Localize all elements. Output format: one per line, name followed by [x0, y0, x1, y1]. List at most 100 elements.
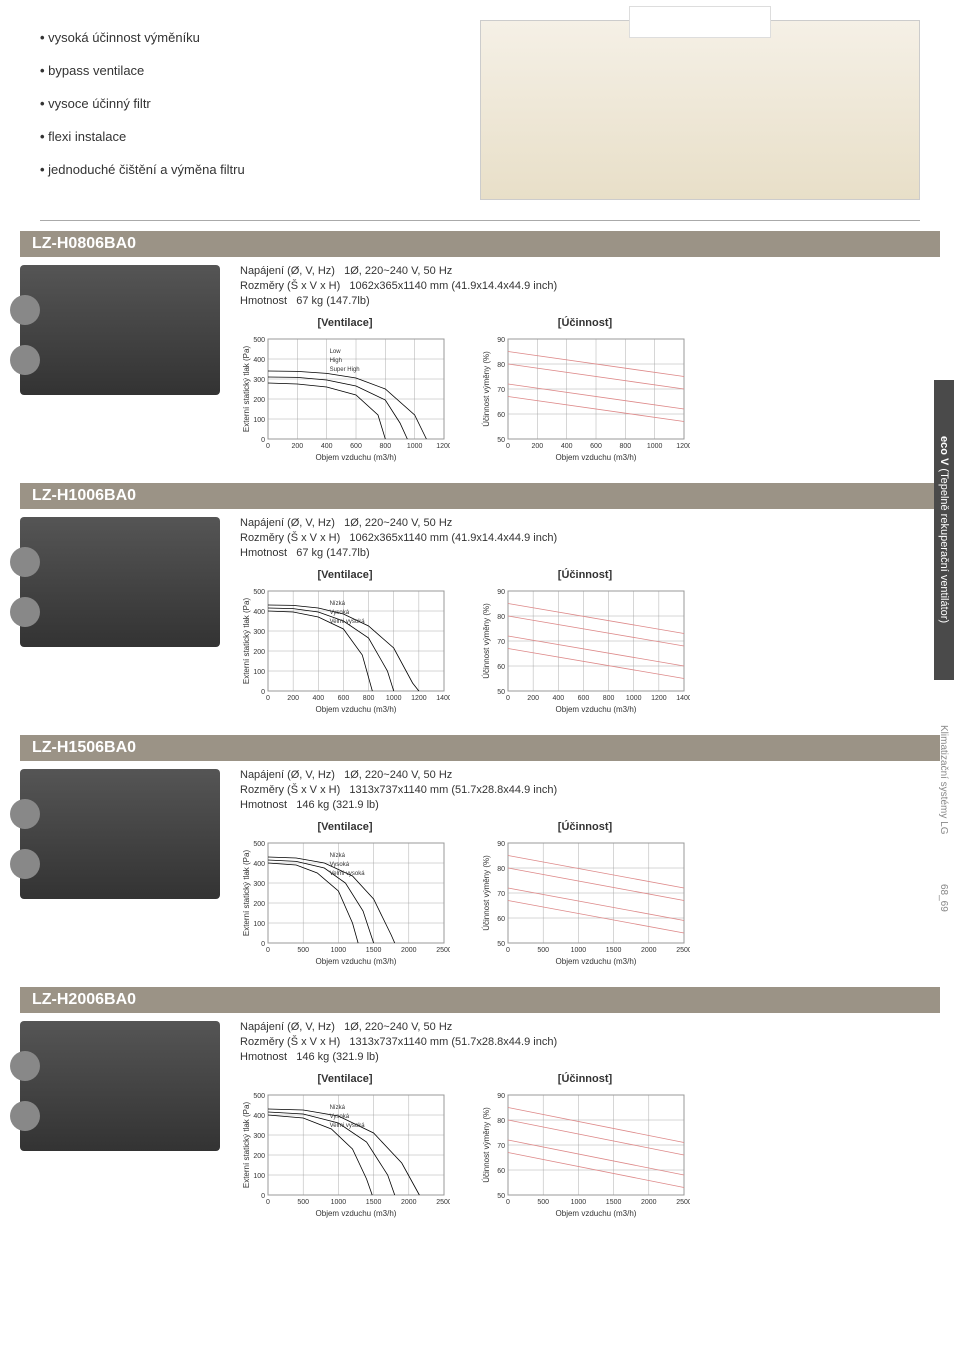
svg-text:200: 200: [253, 1153, 265, 1160]
svg-text:50: 50: [497, 1193, 505, 1200]
svg-text:Objem vzduchu (m3/h): Objem vzduchu (m3/h): [556, 453, 637, 462]
svg-text:500: 500: [253, 589, 265, 596]
svg-text:50: 50: [497, 941, 505, 948]
svg-text:500: 500: [297, 1199, 309, 1206]
product-info: Napájení (Ø, V, Hz) 1Ø, 220~240 V, 50 Hz…: [240, 1021, 940, 1219]
svg-text:1200: 1200: [676, 443, 690, 450]
svg-text:200: 200: [253, 901, 265, 908]
svg-text:Externí statický tlak (Pa): Externí statický tlak (Pa): [242, 346, 251, 433]
svg-text:Nízká: Nízká: [330, 601, 346, 607]
efficiency-chart: [Účinnost]050010001500200025005060708090…: [480, 1073, 690, 1219]
svg-text:500: 500: [297, 947, 309, 954]
svg-text:Objem vzduchu (m3/h): Objem vzduchu (m3/h): [556, 705, 637, 714]
svg-text:Nízká: Nízká: [330, 853, 346, 859]
svg-text:200: 200: [291, 443, 303, 450]
efficiency-chart: [Účinnost]050010001500200025005060708090…: [480, 821, 690, 967]
svg-text:Externí statický tlak (Pa): Externí statický tlak (Pa): [242, 850, 251, 937]
svg-text:100: 100: [253, 669, 265, 676]
svg-text:1200: 1200: [411, 695, 427, 702]
spec-dimensions: Rozměry (Š x V x H) 1313x737x1140 mm (51…: [240, 1036, 940, 1048]
svg-text:0: 0: [266, 947, 270, 954]
svg-text:2500: 2500: [676, 1199, 690, 1206]
product-image: [20, 769, 220, 899]
svg-text:400: 400: [253, 609, 265, 616]
svg-text:1500: 1500: [606, 947, 622, 954]
svg-text:400: 400: [253, 357, 265, 364]
svg-text:500: 500: [537, 947, 549, 954]
svg-text:0: 0: [506, 947, 510, 954]
efficiency-chart: [Účinnost]020040060080010001200140050607…: [480, 569, 690, 715]
svg-text:0: 0: [506, 1199, 510, 1206]
spec-power: Napájení (Ø, V, Hz) 1Ø, 220~240 V, 50 Hz: [240, 769, 940, 781]
svg-text:2000: 2000: [641, 1199, 657, 1206]
svg-text:70: 70: [497, 891, 505, 898]
svg-text:200: 200: [531, 443, 543, 450]
svg-text:2500: 2500: [436, 1199, 450, 1206]
svg-text:50: 50: [497, 437, 505, 444]
svg-text:1000: 1000: [331, 1199, 347, 1206]
svg-text:0: 0: [266, 443, 270, 450]
feature-item: vysoce účinný filtr: [40, 96, 440, 111]
chart-title: [Ventilace]: [240, 821, 450, 833]
side-strip: eco V (Tepelně rekuperační ventilátor) K…: [934, 380, 960, 930]
svg-text:Low: Low: [330, 349, 342, 355]
svg-text:Vysoká: Vysoká: [330, 1114, 350, 1120]
feature-item: bypass ventilace: [40, 63, 440, 78]
svg-text:80: 80: [497, 614, 505, 621]
svg-text:70: 70: [497, 387, 505, 394]
svg-text:Externí statický tlak (Pa): Externí statický tlak (Pa): [242, 598, 251, 685]
chart-title: [Účinnost]: [480, 821, 690, 833]
svg-text:1200: 1200: [651, 695, 667, 702]
svg-text:200: 200: [253, 397, 265, 404]
product-block: LZ-H2006BA0 Napájení (Ø, V, Hz) 1Ø, 220~…: [20, 987, 940, 1219]
svg-text:1000: 1000: [386, 695, 402, 702]
product-model: LZ-H1006BA0: [20, 483, 940, 509]
svg-text:800: 800: [363, 695, 375, 702]
svg-text:400: 400: [253, 1113, 265, 1120]
svg-text:90: 90: [497, 337, 505, 344]
ventilation-chart: [Ventilace]02004006008001000120001002003…: [240, 317, 450, 463]
ventilation-chart: [Ventilace]05001000150020002500010020030…: [240, 1073, 450, 1219]
svg-text:Velmi vysoká: Velmi vysoká: [330, 1123, 366, 1129]
svg-text:1000: 1000: [647, 443, 663, 450]
svg-text:Velmi vysoká: Velmi vysoká: [330, 871, 366, 877]
svg-text:0: 0: [261, 689, 265, 696]
svg-text:300: 300: [253, 1133, 265, 1140]
svg-text:Účinnost výměny (%): Účinnost výměny (%): [482, 855, 491, 931]
spec-weight: Hmotnost 146 kg (321.9 lb): [240, 799, 940, 811]
svg-text:1000: 1000: [407, 443, 423, 450]
svg-text:80: 80: [497, 1118, 505, 1125]
svg-text:1000: 1000: [571, 947, 587, 954]
feature-item: jednoduché čištění a výměna filtru: [40, 162, 440, 177]
svg-text:500: 500: [537, 1199, 549, 1206]
chart-title: [Ventilace]: [240, 317, 450, 329]
svg-text:90: 90: [497, 841, 505, 848]
spec-dimensions: Rozměry (Š x V x H) 1062x365x1140 mm (41…: [240, 280, 940, 292]
svg-text:Externí statický tlak (Pa): Externí statický tlak (Pa): [242, 1102, 251, 1189]
side-category: eco V (Tepelně rekuperační ventilátor): [934, 380, 954, 680]
svg-text:400: 400: [561, 443, 573, 450]
svg-text:0: 0: [261, 1193, 265, 1200]
svg-text:60: 60: [497, 916, 505, 923]
svg-text:300: 300: [253, 377, 265, 384]
chart-title: [Účinnost]: [480, 569, 690, 581]
svg-text:0: 0: [261, 941, 265, 948]
spec-weight: Hmotnost 67 kg (147.7lb): [240, 295, 940, 307]
svg-text:1500: 1500: [366, 1199, 382, 1206]
feature-list: vysoká účinnost výměníku bypass ventilac…: [40, 20, 440, 200]
svg-text:0: 0: [506, 443, 510, 450]
spec-weight: Hmotnost 146 kg (321.9 lb): [240, 1051, 940, 1063]
svg-text:600: 600: [578, 695, 590, 702]
svg-text:Super High: Super High: [330, 367, 360, 373]
spec-dimensions: Rozměry (Š x V x H) 1313x737x1140 mm (51…: [240, 784, 940, 796]
product-image: [20, 517, 220, 647]
efficiency-chart: [Účinnost]020040060080010001200506070809…: [480, 317, 690, 463]
svg-text:800: 800: [379, 443, 391, 450]
svg-text:1000: 1000: [626, 695, 642, 702]
chart-title: [Ventilace]: [240, 569, 450, 581]
charts-row: [Ventilace]02004006008001000120014000100…: [240, 569, 940, 715]
svg-text:Vysoká: Vysoká: [330, 862, 350, 868]
svg-text:Účinnost výměny (%): Účinnost výměny (%): [482, 351, 491, 427]
svg-text:1200: 1200: [436, 443, 450, 450]
svg-text:Objem vzduchu (m3/h): Objem vzduchu (m3/h): [556, 1209, 637, 1218]
